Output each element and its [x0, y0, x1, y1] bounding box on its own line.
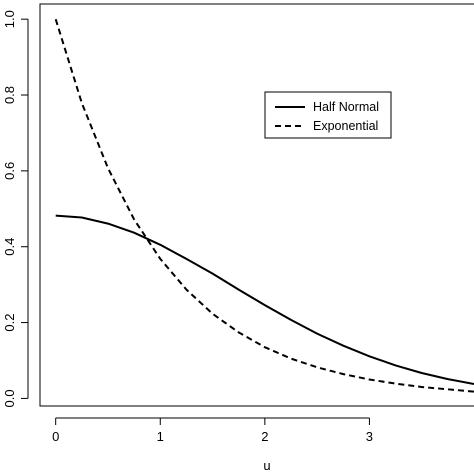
- plot-frame: [39, 3, 474, 407]
- legend-label-exponential: Exponential: [313, 119, 378, 133]
- y-tick-label: 1.0: [2, 10, 17, 28]
- y-tick-label: 0.2: [2, 314, 17, 332]
- x-tick-label: 0: [52, 429, 59, 444]
- x-tick-label: 1: [157, 429, 164, 444]
- y-tick-label: 0.0: [2, 389, 17, 407]
- legend: Half Normal Exponential: [264, 91, 392, 139]
- y-tick-label: 0.8: [2, 86, 17, 104]
- series-line-exponential: [54, 18, 474, 393]
- x-tick-label: 2: [261, 429, 268, 444]
- x-tick-label: 3: [366, 429, 373, 444]
- axes: 0 1 2 3 0.0 0.2 0.4 0.6 0.8 1.0: [2, 3, 474, 444]
- series-line-half-normal: [55, 214, 474, 385]
- x-axis-title: u: [263, 458, 270, 473]
- legend-box: [264, 91, 392, 139]
- series-layer: [54, 18, 474, 393]
- legend-label-half-normal: Half Normal: [313, 100, 379, 114]
- y-tick-label: 0.6: [2, 162, 17, 180]
- y-tick-label: 0.4: [2, 238, 17, 256]
